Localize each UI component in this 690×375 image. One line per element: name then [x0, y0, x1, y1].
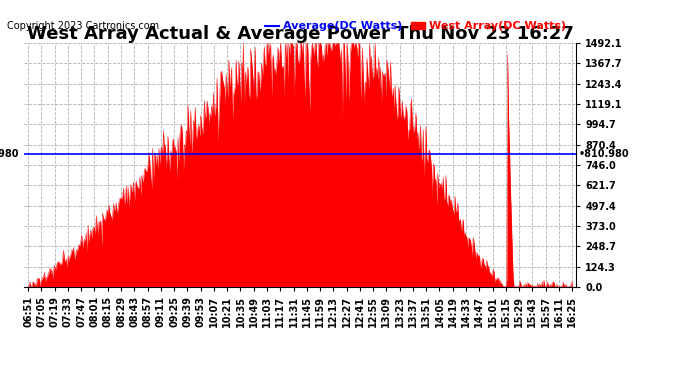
Title: West Array Actual & Average Power Thu Nov 23 16:27: West Array Actual & Average Power Thu No… [27, 25, 573, 43]
Text: Copyright 2023 Cartronics.com: Copyright 2023 Cartronics.com [7, 21, 159, 31]
Legend: Average(DC Watts), West Array(DC Watts): Average(DC Watts), West Array(DC Watts) [261, 17, 571, 36]
Text: 810.980: 810.980 [0, 149, 19, 159]
Text: •810.980: •810.980 [579, 149, 629, 159]
